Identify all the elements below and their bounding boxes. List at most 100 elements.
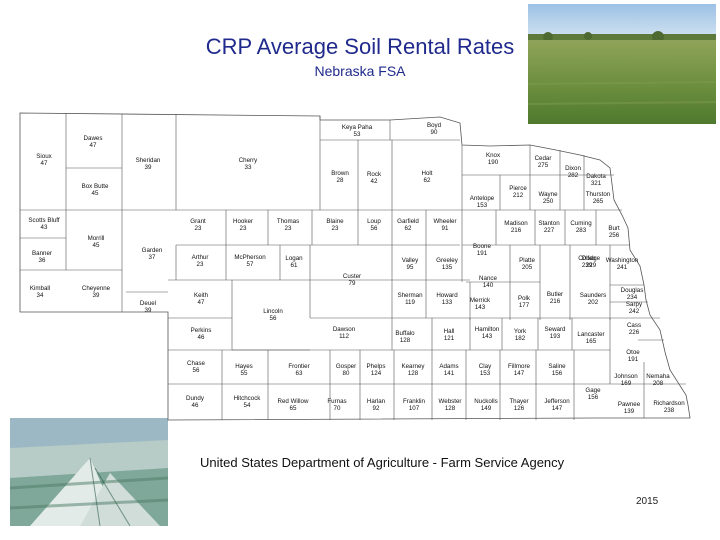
county-rate: 56 [371, 225, 378, 232]
county-rate: 133 [442, 299, 453, 306]
county-rate: 321 [591, 180, 602, 187]
county-rate: 229 [586, 262, 597, 269]
county-rate: 147 [514, 370, 525, 377]
county-name: Thayer [509, 398, 528, 405]
county-rate: 47 [90, 142, 97, 149]
county-rate: 143 [475, 304, 486, 311]
county-rate: 193 [550, 333, 561, 340]
county-name: Nuckolls [474, 398, 497, 405]
county-name: Thurston [586, 191, 611, 198]
county-rate: 28 [337, 177, 344, 184]
county-rate: 141 [444, 370, 455, 377]
county-name: Dundy [186, 395, 205, 402]
county-name: Brown [331, 170, 349, 177]
county-rate: 61 [291, 262, 298, 269]
county-name: Platte [519, 257, 535, 264]
county-rate: 23 [332, 225, 339, 232]
county-rate: 190 [488, 159, 499, 166]
county-name: Arthur [192, 254, 209, 261]
county-name: Furnas [327, 398, 346, 405]
county-name: Scotts Bluff [28, 217, 59, 224]
county-rate: 39 [93, 292, 100, 299]
county-name: Kimball [30, 285, 50, 292]
county-name: Cheyenne [82, 285, 111, 292]
county-rate: 128 [445, 405, 456, 412]
county-rate: 124 [371, 370, 382, 377]
county-name: Burt [608, 225, 620, 232]
county-name: Saunders [580, 292, 607, 299]
county-rate: 216 [550, 298, 561, 305]
county-name: Chase [187, 360, 205, 367]
county-name: Thomas [277, 218, 299, 225]
county-rate: 47 [198, 299, 205, 306]
county-name: Dixon [565, 165, 581, 172]
county-name: Dakota [586, 173, 606, 180]
county-rate: 45 [92, 190, 99, 197]
county-name: Hamilton [475, 326, 500, 333]
county-rate: 54 [244, 402, 251, 409]
county-name: Morrill [88, 235, 105, 242]
county-rate: 234 [627, 294, 638, 301]
county-rate: 23 [197, 261, 204, 268]
county-name: Pawnee [618, 401, 641, 408]
county-rate: 46 [192, 402, 199, 409]
county-rate: 47 [41, 160, 48, 167]
county-rate: 238 [664, 407, 675, 414]
county-name: Wheeler [433, 218, 456, 225]
county-rate: 242 [629, 308, 640, 315]
county-rate: 241 [617, 264, 628, 271]
county-name: Nemaha [646, 373, 670, 380]
county-rate: 63 [296, 370, 303, 377]
county-rate: 128 [400, 337, 411, 344]
county-rate: 39 [145, 164, 152, 171]
map-title: CRP Average Soil Rental Rates [205, 34, 515, 59]
county-rate: 56 [270, 315, 277, 322]
county-rate: 121 [444, 335, 455, 342]
county-name: Cedar [535, 155, 552, 162]
county-name: Colfax [578, 255, 596, 262]
county-rate: 112 [339, 333, 349, 340]
county-name: Keya Paha [342, 124, 373, 131]
county-rate: 23 [240, 225, 247, 232]
county-name: Pierce [509, 185, 527, 192]
county-name: Gosper [336, 363, 356, 370]
county-name: Custer [343, 273, 361, 280]
county-rate: 23 [285, 225, 292, 232]
